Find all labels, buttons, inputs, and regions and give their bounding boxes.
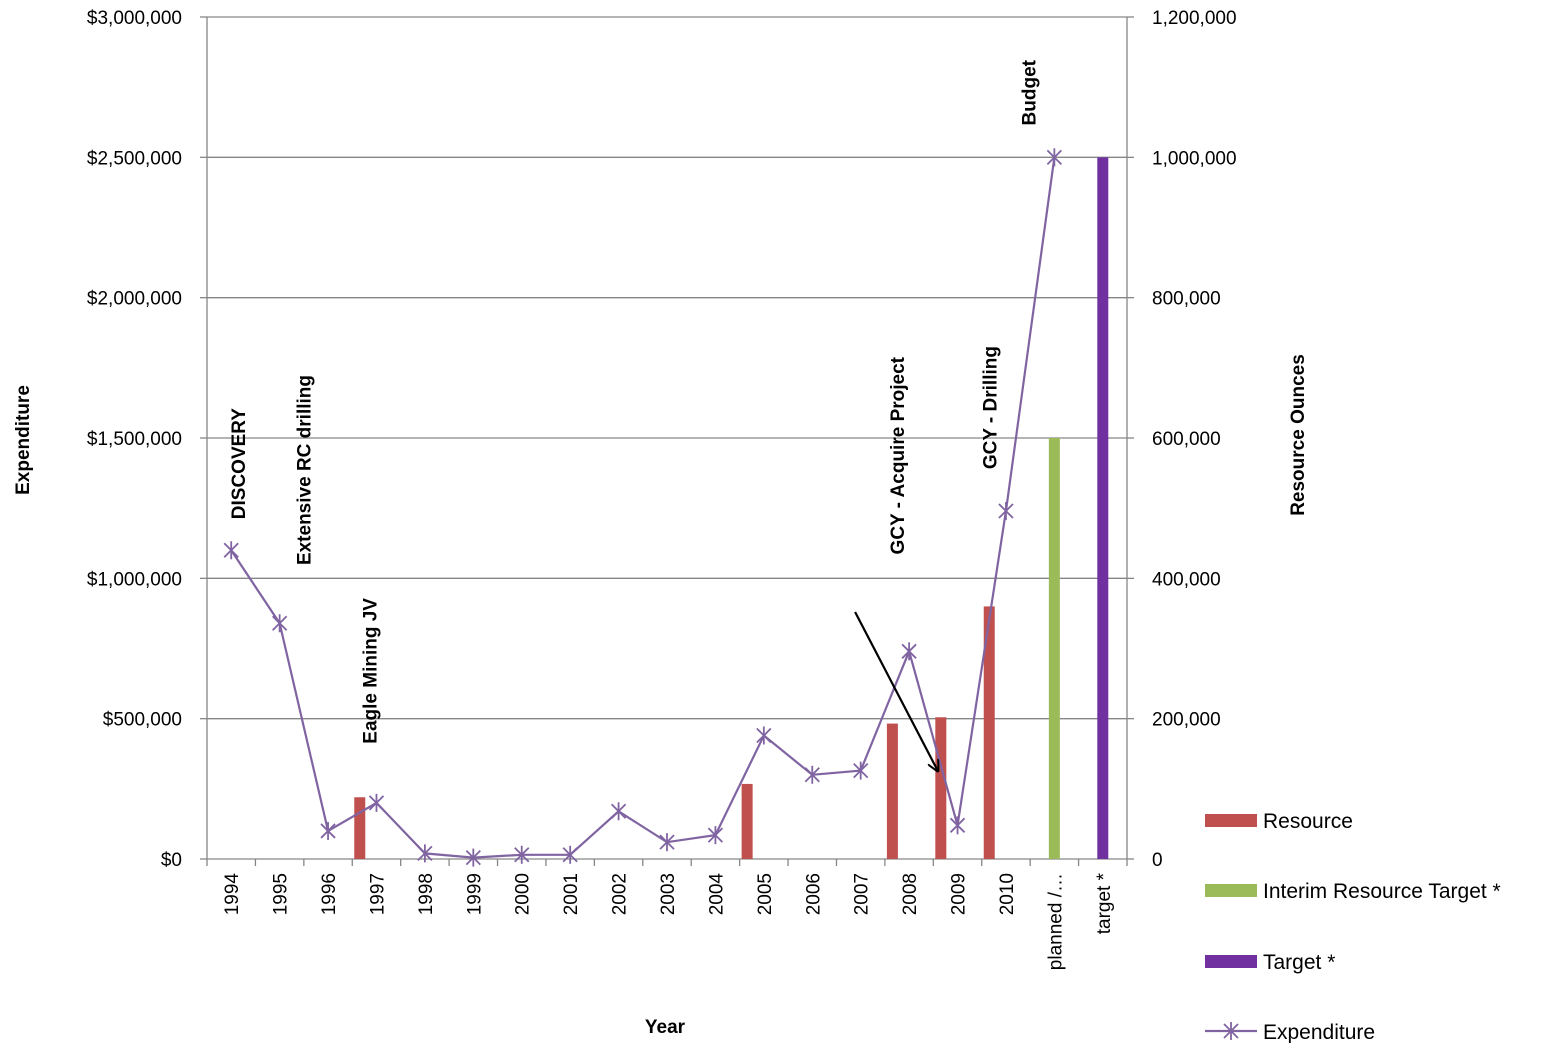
- right-axis-title: Resource Ounces: [1288, 354, 1309, 516]
- expenditure-point: [853, 761, 869, 780]
- category-label: 2001: [561, 873, 582, 915]
- category-label: 1997: [367, 873, 388, 915]
- bar: [886, 723, 898, 859]
- annotation-label: Extensive RC drilling: [295, 375, 316, 565]
- left-tick-label: $0: [161, 850, 182, 871]
- annotation-label: Budget: [1019, 59, 1040, 125]
- expenditure-point: [320, 821, 336, 840]
- legend-swatch: [1205, 884, 1257, 897]
- right-tick-label: 0: [1152, 850, 1163, 871]
- expenditure-point: [949, 816, 966, 835]
- annotations: DISCOVERY Extensive RC drilling Eagle Mini…: [229, 59, 1040, 770]
- bar: [1097, 157, 1109, 860]
- expenditure-point: [707, 826, 724, 845]
- expenditure-point: [465, 848, 481, 867]
- legend: Resource Interim Resource Target * Target …: [1205, 810, 1501, 1043]
- category-label: 2005: [755, 873, 776, 915]
- expenditure-point: [562, 845, 578, 864]
- legend-label: Target *: [1263, 951, 1335, 974]
- bar: [741, 783, 753, 859]
- expenditure-point: [223, 541, 239, 560]
- annotation-label: GCY - Acquire Project: [888, 356, 909, 554]
- left-tick-label: $3,000,000: [87, 8, 182, 29]
- category-label: 2010: [997, 873, 1018, 915]
- expenditure-point: [271, 614, 288, 633]
- expenditure-point: [998, 501, 1014, 520]
- category-label: 2009: [949, 873, 970, 915]
- category-label: 1999: [464, 873, 485, 915]
- legend-item: Resource: [1205, 810, 1353, 833]
- legend-label: Expenditure: [1263, 1021, 1375, 1043]
- category-label: 1996: [319, 873, 340, 915]
- bar: [983, 606, 995, 859]
- bar: [354, 797, 366, 859]
- annotation-label: GCY - Drilling: [981, 346, 1002, 469]
- category-label: 2004: [706, 873, 727, 916]
- expenditure-point: [901, 642, 917, 661]
- left-tick-label: $2,000,000: [87, 289, 182, 310]
- legend-swatch: [1205, 955, 1257, 968]
- expenditure-point: [417, 844, 433, 863]
- expenditure-point: [804, 765, 820, 784]
- expenditure-line-path: [230, 157, 1056, 859]
- expenditure-point: [514, 845, 530, 864]
- expenditure-line: [223, 148, 1063, 867]
- category-label: 2006: [803, 873, 824, 915]
- legend-label: Interim Resource Target *: [1263, 880, 1501, 903]
- right-tick-label: 200,000: [1152, 710, 1221, 731]
- category-label: target *: [1094, 872, 1115, 934]
- left-tick-label: $1,500,000: [87, 429, 182, 450]
- category-label: planned /…: [1045, 873, 1066, 970]
- right-tick-label: 400,000: [1152, 569, 1221, 590]
- category-label: 1994: [222, 873, 243, 916]
- right-tick-label: 1,000,000: [1152, 148, 1237, 169]
- expenditure-point: [1046, 148, 1063, 167]
- bars: [354, 157, 1109, 860]
- annotation-arrow: [854, 611, 937, 770]
- annotation-label: Eagle Mining JV: [360, 598, 381, 744]
- right-tick-label: 600,000: [1152, 429, 1221, 450]
- expenditure-point: [610, 802, 627, 821]
- category-label: 2007: [852, 873, 873, 915]
- category-label: 1998: [416, 873, 437, 915]
- axes: [200, 16, 1134, 866]
- tick-labels: $0 $500,000 $1,000,000 $1,500,000 $2,000,000…: [87, 8, 1237, 970]
- legend-item: Interim Resource Target *: [1205, 880, 1501, 903]
- legend-swatch: [1205, 814, 1257, 827]
- legend-item: Expenditure: [1205, 1021, 1375, 1043]
- legend-item: Target *: [1205, 951, 1335, 974]
- category-label: 2000: [513, 873, 534, 915]
- annotation-label: DISCOVERY: [229, 408, 250, 520]
- bar: [935, 717, 947, 859]
- expenditure-point: [756, 726, 772, 745]
- right-tick-label: 800,000: [1152, 289, 1221, 310]
- category-label: 2008: [900, 873, 921, 915]
- x-axis-title: Year: [645, 1017, 686, 1038]
- expenditure-point: [368, 793, 385, 812]
- legend-label: Resource: [1263, 810, 1353, 833]
- right-tick-label: 1,200,000: [1152, 8, 1237, 29]
- category-label: 1995: [271, 873, 292, 915]
- left-tick-label: $500,000: [103, 710, 182, 731]
- left-tick-label: $1,000,000: [87, 569, 182, 590]
- left-axis-title: Expenditure: [13, 385, 34, 495]
- expenditure-point: [659, 833, 675, 852]
- category-label: 2003: [658, 873, 679, 915]
- bar: [1048, 438, 1060, 859]
- left-tick-label: $2,500,000: [87, 148, 182, 169]
- category-label: 2002: [610, 873, 631, 915]
